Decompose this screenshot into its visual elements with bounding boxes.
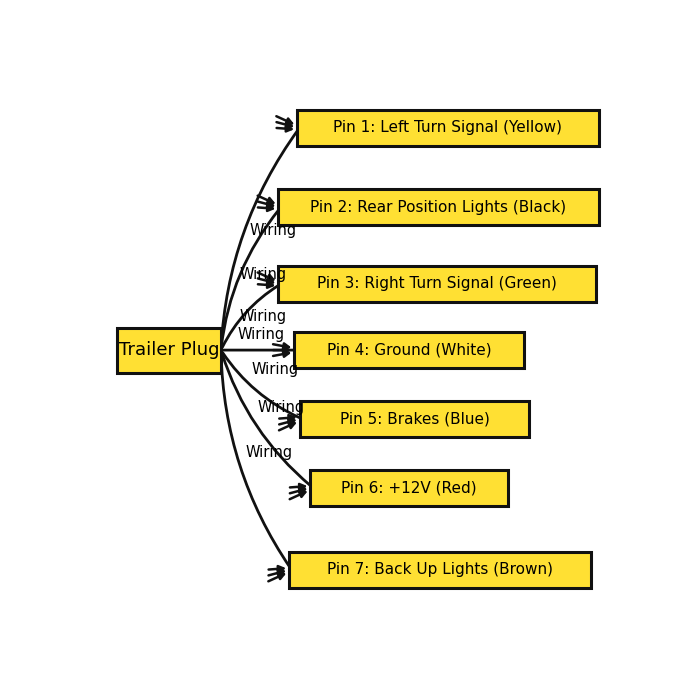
Text: Pin 5: Brakes (Blue): Pin 5: Brakes (Blue) <box>340 411 489 427</box>
FancyBboxPatch shape <box>310 470 508 506</box>
FancyBboxPatch shape <box>294 332 524 368</box>
Text: Pin 7: Back Up Lights (Brown): Pin 7: Back Up Lights (Brown) <box>327 562 553 577</box>
Text: Wiring: Wiring <box>251 363 298 378</box>
FancyBboxPatch shape <box>278 266 596 302</box>
Text: Trailer Plug: Trailer Plug <box>119 341 219 359</box>
Text: Pin 2: Rear Position Lights (Black): Pin 2: Rear Position Lights (Black) <box>311 200 566 215</box>
Text: Pin 1: Left Turn Signal (Yellow): Pin 1: Left Turn Signal (Yellow) <box>333 120 562 135</box>
Text: Wiring: Wiring <box>238 327 285 342</box>
FancyBboxPatch shape <box>300 401 529 437</box>
Text: Wiring: Wiring <box>245 445 293 460</box>
Text: Wiring: Wiring <box>240 310 287 324</box>
FancyBboxPatch shape <box>117 327 221 373</box>
FancyBboxPatch shape <box>289 552 590 588</box>
Text: Pin 3: Right Turn Signal (Green): Pin 3: Right Turn Signal (Green) <box>317 277 557 292</box>
Text: Pin 6: +12V (Red): Pin 6: +12V (Red) <box>341 480 477 495</box>
FancyBboxPatch shape <box>297 109 599 146</box>
Text: Wiring: Wiring <box>257 400 305 416</box>
Text: Wiring: Wiring <box>240 267 287 282</box>
Text: Pin 4: Ground (White): Pin 4: Ground (White) <box>327 343 491 358</box>
Text: Wiring: Wiring <box>250 224 297 238</box>
FancyBboxPatch shape <box>278 189 599 225</box>
